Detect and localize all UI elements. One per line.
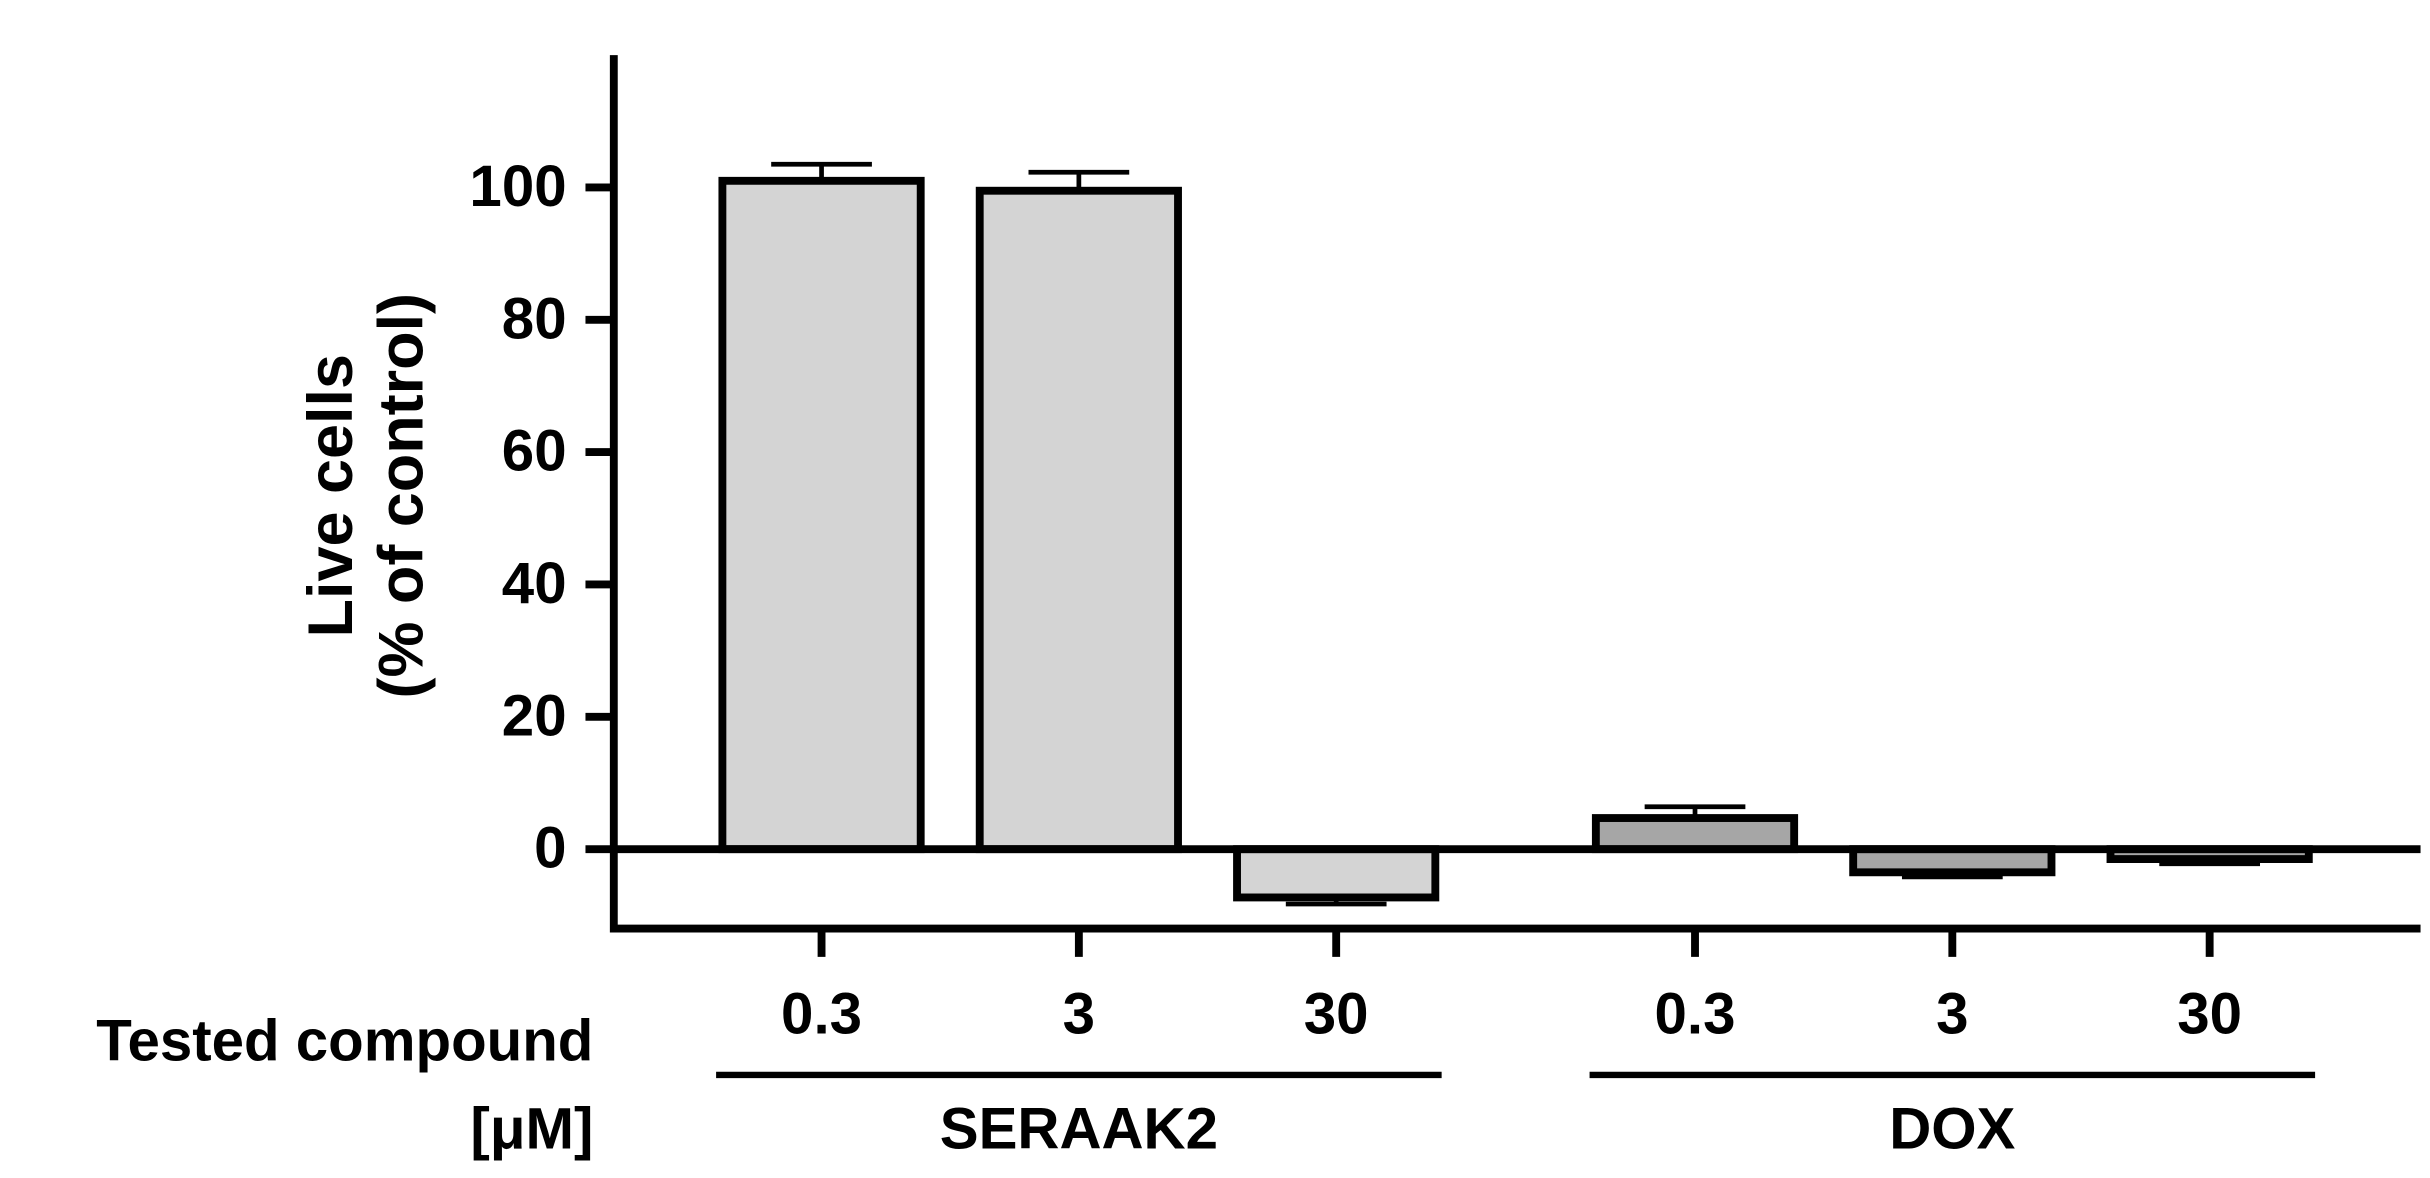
y-tick-label: 0: [534, 816, 566, 881]
y-axis-label: Live cells: [296, 354, 366, 637]
group-label: SERAAK2: [940, 1097, 1218, 1162]
bar: [1233, 845, 1440, 902]
x-tick-label: 3: [1063, 982, 1095, 1047]
group-label: DOX: [1889, 1097, 2015, 1162]
y-tick-label: 60: [502, 419, 567, 484]
bar: [1591, 814, 1799, 854]
bar: [718, 176, 925, 854]
y-tick-label: 40: [502, 551, 567, 616]
x-tick-label: 0.3: [781, 982, 862, 1047]
x-tick-label: 0.3: [1655, 982, 1736, 1047]
x-tick-label: 3: [1936, 982, 1968, 1047]
y-tick-label: 80: [502, 286, 567, 351]
x-axis-label: [μM]: [470, 1097, 593, 1162]
y-tick-label: 20: [502, 683, 567, 748]
y-tick-label: 100: [469, 154, 566, 219]
x-tick-label: 30: [2177, 982, 2242, 1047]
x-axis-label: Tested compound: [96, 1008, 593, 1073]
bar: [975, 186, 1182, 854]
x-tick-label: 30: [1304, 982, 1369, 1047]
y-axis-label: (% of control): [367, 293, 437, 699]
